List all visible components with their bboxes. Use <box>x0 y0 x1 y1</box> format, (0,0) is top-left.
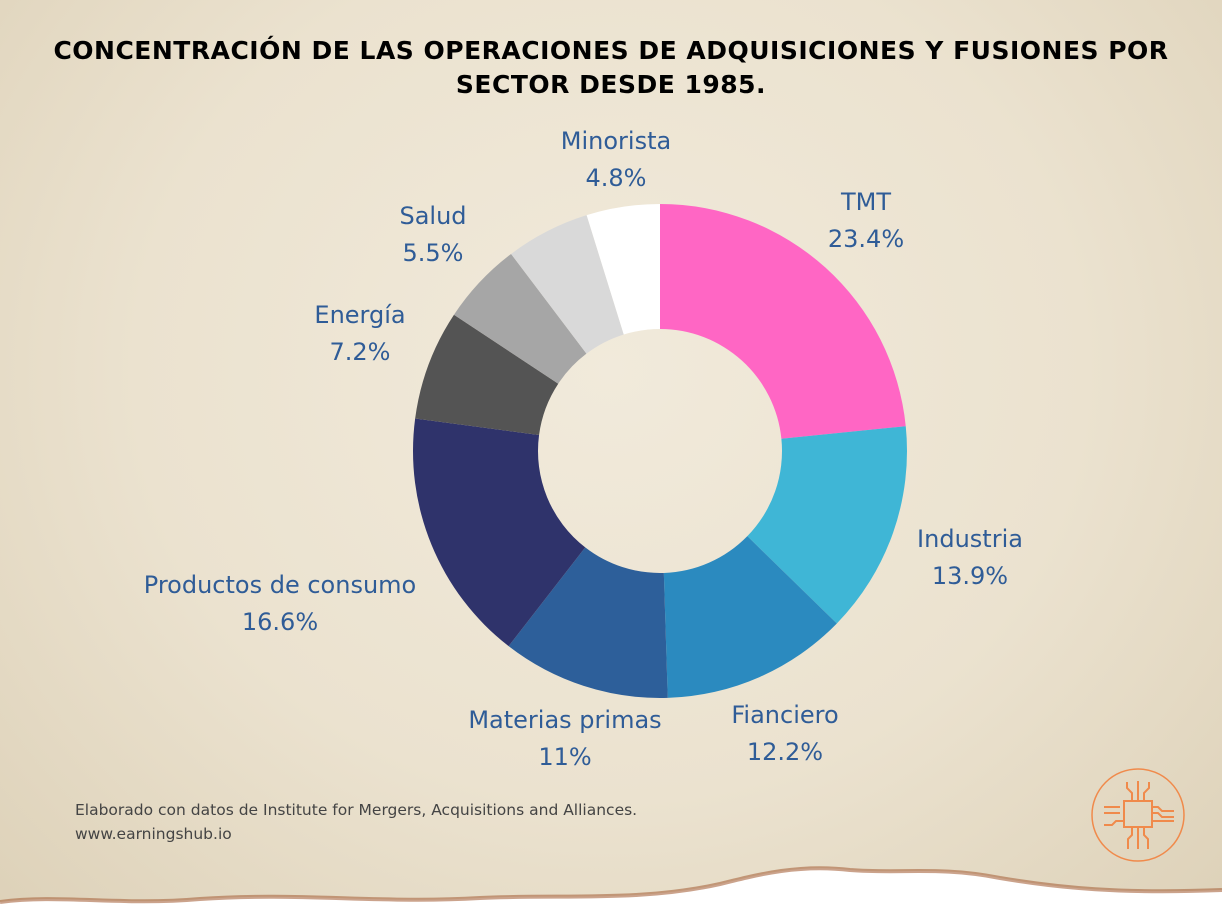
slice-unlabeled <box>453 253 587 384</box>
label-materias-primas: Materias primas 11% <box>468 706 662 771</box>
source-note: Elaborado con datos de Institute for Mer… <box>75 801 638 819</box>
torn-paper-edge <box>0 866 1222 924</box>
slice-productos-de-consumo <box>413 418 586 647</box>
slice-materias-primas <box>508 547 668 698</box>
slice-industria <box>747 426 907 624</box>
label-tmt: TMT 23.4% <box>827 188 905 253</box>
chart-title: CONCENTRACIÓN DE LAS OPERACIONES DE ADQU… <box>53 36 1169 99</box>
label-energia: Energía 7.2% <box>314 301 406 366</box>
slice-tmt <box>660 204 906 439</box>
slice-energ-a <box>415 314 559 435</box>
label-industria: Industria 13.9% <box>917 525 1023 590</box>
label-fianciero: Fianciero 12.2% <box>731 701 839 766</box>
footer: Elaborado con datos de Institute for Mer… <box>75 798 637 846</box>
slice-fianciero <box>663 536 837 698</box>
slice-salud <box>511 215 624 354</box>
label-salud: Salud 5.5% <box>399 202 467 267</box>
label-productos-de-consumo: Productos de consumo 16.6% <box>143 571 417 636</box>
slice-minorista <box>586 204 660 335</box>
label-minorista: Minorista 4.8% <box>560 127 672 192</box>
website-link[interactable]: www.earningshub.io <box>75 825 232 843</box>
circuit-chip-icon <box>1091 768 1185 862</box>
